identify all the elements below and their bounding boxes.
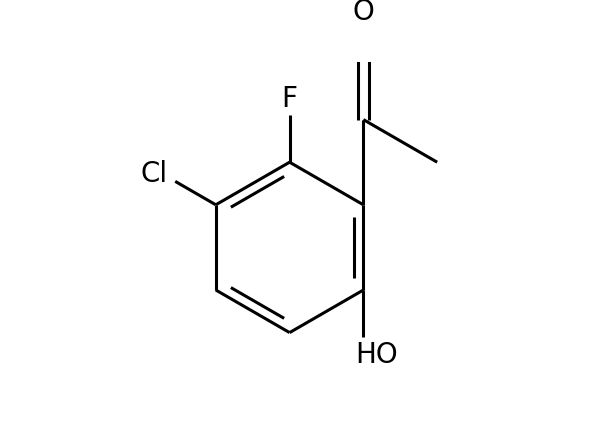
- Text: HO: HO: [355, 342, 398, 369]
- Text: F: F: [282, 85, 298, 113]
- Text: Cl: Cl: [141, 160, 168, 188]
- Text: O: O: [352, 0, 374, 26]
